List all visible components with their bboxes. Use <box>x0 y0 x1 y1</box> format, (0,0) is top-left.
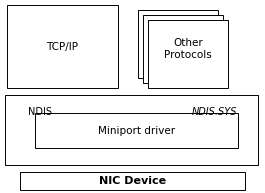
Bar <box>143 15 223 83</box>
Text: NIC Device: NIC Device <box>99 176 166 186</box>
Text: TCP/IP: TCP/IP <box>46 41 78 52</box>
Text: Other
Protocols: Other Protocols <box>164 38 212 60</box>
Bar <box>7 5 118 88</box>
Bar <box>138 10 218 78</box>
Bar <box>35 113 238 148</box>
Text: Miniport driver: Miniport driver <box>98 125 175 135</box>
Text: NDIS.SYS: NDIS.SYS <box>192 107 237 117</box>
Bar <box>5 95 258 165</box>
Bar <box>148 20 228 88</box>
Bar <box>20 172 245 190</box>
Text: NDIS: NDIS <box>28 107 52 117</box>
